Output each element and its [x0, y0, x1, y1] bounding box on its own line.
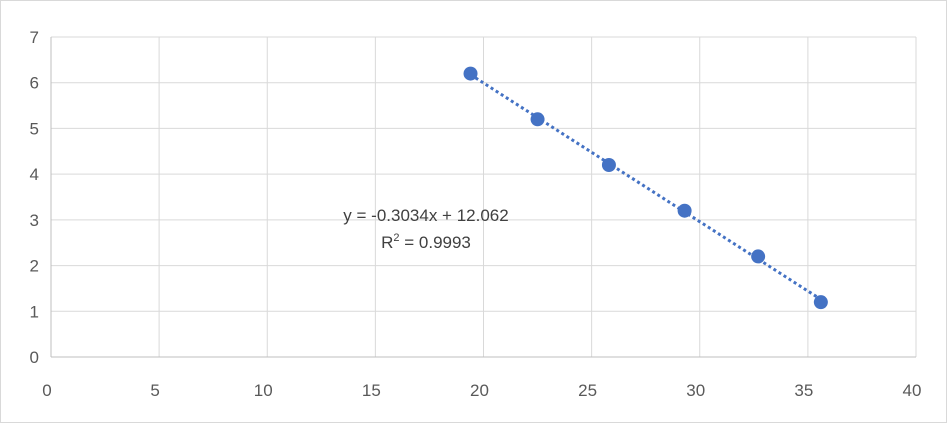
trendline-equation: y = -0.3034x + 12.062	[343, 206, 508, 225]
data-point	[751, 249, 766, 264]
y-tick-label: 7	[30, 28, 39, 47]
x-tick-label: 30	[686, 381, 705, 400]
x-tick-label: 0	[42, 381, 51, 400]
data-points	[463, 66, 828, 310]
x-tick-label: 10	[254, 381, 273, 400]
y-tick-label: 0	[30, 348, 39, 367]
x-tick-label: 25	[578, 381, 597, 400]
x-tick-label: 40	[903, 381, 922, 400]
data-point	[601, 158, 616, 172]
x-tick-label: 35	[794, 381, 813, 400]
y-tick-label: 2	[30, 257, 39, 276]
data-point	[530, 112, 545, 127]
x-tick-label: 15	[362, 381, 381, 400]
data-point	[677, 203, 692, 218]
y-tick-label: 3	[30, 211, 39, 230]
data-point	[463, 66, 478, 81]
x-tick-label: 5	[150, 381, 159, 400]
data-point	[813, 295, 828, 310]
tick-labels: 0 1 2 3 4 5 6 7 0 5 10 15 20 25 30 35 40	[30, 28, 922, 400]
x-tick-label: 20	[470, 381, 489, 400]
trendline-r-squared: R2 = 0.9993	[381, 232, 471, 252]
gridlines	[51, 36, 917, 357]
axes	[50, 37, 916, 358]
r2-suffix: = 0.9993	[400, 233, 471, 252]
y-tick-label: 5	[30, 119, 39, 138]
y-tick-label: 6	[30, 74, 39, 93]
r2-exponent: 2	[393, 232, 399, 244]
y-tick-label: 1	[30, 302, 39, 321]
r2-prefix: R	[381, 233, 393, 252]
y-tick-label: 4	[30, 165, 39, 184]
